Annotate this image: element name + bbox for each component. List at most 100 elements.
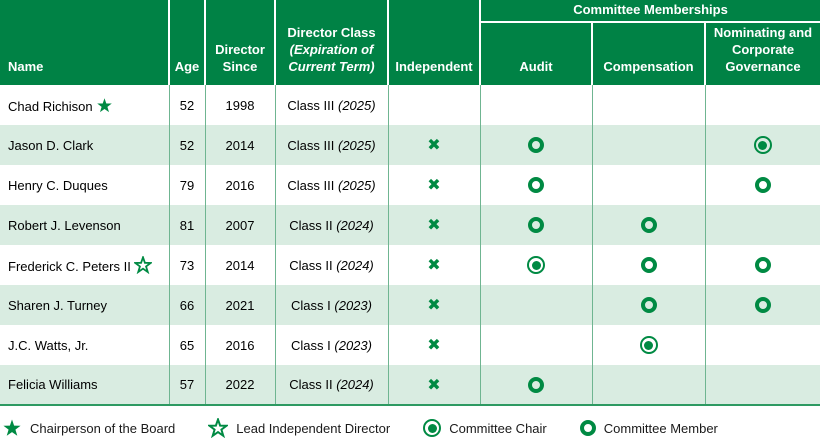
legend: Chairperson of the Board Lead Independen… — [0, 406, 820, 440]
cell-compensation — [591, 365, 705, 406]
cell-name: Jason D. Clark — [0, 125, 169, 165]
committee-chair-icon — [639, 336, 658, 354]
class-term: (2025) — [338, 137, 376, 153]
chair-dot — [427, 423, 437, 433]
cell-director-class: Class III (2025) — [274, 165, 388, 205]
cell-compensation — [591, 165, 705, 205]
class-term: (2025) — [338, 97, 376, 113]
class-name: Class III — [287, 177, 335, 193]
director-name: J.C. Watts, Jr. — [8, 337, 89, 353]
cell-director-class: Class II (2024) — [274, 205, 388, 245]
table-row: Frederick C. Peters II 73 2014 Class II (20… — [0, 245, 820, 285]
committee-member-icon — [754, 257, 771, 274]
legend-item-committee-chair: Committee Chair — [423, 419, 547, 437]
cell-director-class: Class II (2024) — [274, 365, 388, 406]
cell-independent: ✖ — [387, 365, 480, 406]
independent-x-icon: ✖ — [427, 295, 441, 314]
cell-nominating — [704, 365, 820, 406]
class-name: Class III — [287, 97, 335, 113]
cell-independent — [387, 85, 480, 125]
table-row: Sharen J. Turney 66 2021 Class I (2023) ✖ — [0, 285, 820, 325]
committee-member-icon — [528, 376, 544, 393]
class-name: Class II — [289, 217, 333, 233]
cell-audit — [479, 285, 592, 325]
cell-independent: ✖ — [387, 245, 480, 285]
class-name: Class II — [289, 257, 333, 273]
cell-nominating — [704, 325, 820, 365]
director-name: Felicia Williams — [8, 377, 98, 392]
cell-independent: ✖ — [387, 325, 480, 365]
chairperson-star-icon — [3, 419, 21, 436]
cell-audit — [479, 85, 592, 125]
cell-compensation — [591, 125, 705, 165]
legend-label: Committee Chair — [449, 420, 547, 436]
cell-compensation — [591, 245, 705, 285]
chair-dot — [758, 140, 768, 150]
cell-director-class: Class I (2023) — [274, 325, 388, 365]
legend-label: Chairperson of the Board — [30, 420, 176, 436]
legend-label: Committee Member — [603, 420, 718, 436]
committee-member-icon — [754, 177, 771, 194]
committee-chair-icon — [423, 419, 442, 437]
chair-dot — [644, 340, 653, 350]
cell-name: Frederick C. Peters II — [0, 245, 169, 285]
cell-audit — [479, 165, 592, 205]
director-name: Chad Richison — [8, 98, 93, 114]
class-name: Class III — [287, 137, 335, 153]
cell-nominating — [704, 165, 820, 205]
cell-independent: ✖ — [387, 125, 480, 165]
cell-director-since: 2022 — [204, 365, 275, 406]
committee-chair-icon — [527, 256, 545, 274]
cell-independent: ✖ — [387, 285, 480, 325]
cell-age: 79 — [168, 165, 205, 205]
independent-x-icon: ✖ — [427, 255, 441, 274]
lead-independent-star-icon — [132, 254, 154, 275]
committee-member-icon — [528, 217, 544, 234]
table-row: Robert J. Levenson 81 2007 Class II (2024) ✖ — [0, 205, 820, 245]
committee-member-icon — [640, 297, 657, 314]
cell-director-since: 2016 — [204, 325, 275, 365]
committee-member-icon — [640, 257, 657, 274]
directors-tbody: Chad Richison 52 1998 Class III (2025) Jason… — [0, 85, 820, 406]
committee-member-icon — [754, 297, 771, 314]
column-header-nominating: Nominating and Corporate Governance — [703, 22, 820, 85]
table-row: J.C. Watts, Jr. 65 2016 Class I (2023) ✖ — [0, 325, 820, 365]
cell-age: 52 — [168, 125, 205, 165]
director-class-sublabel: (Expiration of Current Term) — [288, 42, 375, 75]
cell-independent: ✖ — [387, 205, 480, 245]
cell-independent: ✖ — [387, 165, 480, 205]
cell-age: 81 — [168, 205, 205, 245]
independent-x-icon: ✖ — [427, 215, 441, 234]
cell-audit — [479, 245, 592, 285]
independent-x-icon: ✖ — [427, 175, 441, 194]
table-row: Chad Richison 52 1998 Class III (2025) — [0, 85, 820, 125]
cell-name: Chad Richison — [0, 85, 169, 125]
cell-director-since: 2021 — [204, 285, 275, 325]
class-term: (2024) — [336, 257, 374, 273]
class-term: (2024) — [336, 377, 374, 392]
cell-name: J.C. Watts, Jr. — [0, 325, 169, 365]
cell-audit — [479, 325, 592, 365]
cell-nominating — [704, 85, 820, 125]
committee-member-icon — [528, 137, 544, 154]
cell-director-since: 1998 — [204, 85, 275, 125]
cell-age: 66 — [168, 285, 205, 325]
director-class-label: Director Class — [287, 25, 376, 41]
cell-nominating — [704, 205, 820, 245]
cell-compensation — [591, 325, 705, 365]
director-name: Henry C. Duques — [8, 177, 108, 193]
lead-independent-star-icon — [208, 418, 229, 438]
cell-director-since: 2014 — [204, 245, 275, 285]
cell-name: Robert J. Levenson — [0, 205, 169, 245]
legend-item-committee-member: Committee Member — [579, 420, 718, 436]
cell-name: Henry C. Duques — [0, 165, 169, 205]
class-term: (2024) — [336, 217, 374, 233]
director-name: Robert J. Levenson — [8, 217, 121, 233]
column-group-header-committee-memberships: Committee Memberships — [478, 0, 820, 23]
director-name: Jason D. Clark — [8, 137, 94, 153]
class-name: Class II — [289, 377, 333, 392]
cell-director-class: Class III (2025) — [274, 125, 388, 165]
chairperson-star-icon — [96, 97, 112, 112]
committee-member-icon — [528, 177, 544, 194]
